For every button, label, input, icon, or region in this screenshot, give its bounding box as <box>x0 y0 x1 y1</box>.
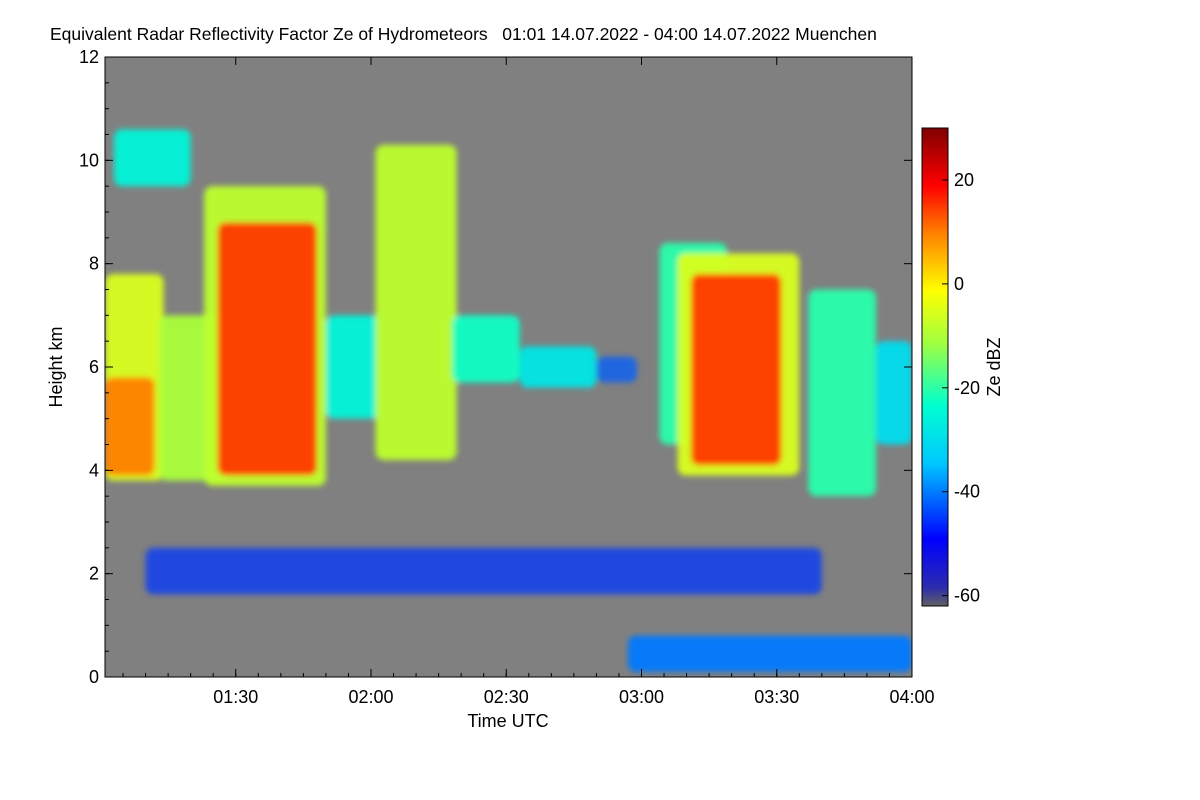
echo-region <box>452 315 520 383</box>
x-tick-label: 02:30 <box>484 687 529 707</box>
echo-region <box>627 635 912 672</box>
echo-region <box>114 129 191 187</box>
x-axis: 01:30 02:00 02:30 03:00 03:30 04:00 <box>122 57 935 707</box>
y-axis-label: Height km <box>46 326 66 407</box>
y-tick-label: 8 <box>89 254 99 274</box>
y-tick-label: 4 <box>89 460 99 480</box>
y-tick-label: 10 <box>79 150 99 170</box>
y-tick-label: 6 <box>89 357 99 377</box>
echo-region <box>145 547 822 595</box>
echo-region <box>691 274 782 466</box>
echo-region <box>875 341 912 445</box>
colorbar-gradient <box>921 127 949 607</box>
colorbar-ticks: 20 0 -20 -40 -60 <box>942 170 980 606</box>
colorbar-tick-label: 0 <box>954 274 964 294</box>
x-tick-label: 01:30 <box>213 687 258 707</box>
x-tick-label: 03:00 <box>619 687 664 707</box>
colorbar: 20 0 -20 -40 -60 Ze dBZ <box>921 127 1004 607</box>
x-tick-label: 02:00 <box>348 687 393 707</box>
echo-region <box>217 222 317 476</box>
colorbar-tick-label: -20 <box>954 378 980 398</box>
echo-region <box>375 144 457 461</box>
colorbar-tick-label: -40 <box>954 482 980 502</box>
y-tick-label: 0 <box>89 667 99 687</box>
echo-region <box>325 315 381 419</box>
colorbar-tick-label: 20 <box>954 170 974 190</box>
x-axis-label: Time UTC <box>467 711 548 731</box>
echo-layer <box>105 129 912 672</box>
colorbar-label: Ze dBZ <box>984 337 1004 396</box>
echo-region <box>808 289 876 497</box>
x-tick-label: 04:00 <box>889 687 934 707</box>
y-axis: 0 2 4 6 8 10 12 <box>79 47 912 687</box>
echo-region <box>596 356 637 383</box>
colorbar-tick-label: -60 <box>954 586 980 606</box>
echo-region <box>519 346 597 388</box>
x-tick-label: 03:30 <box>754 687 799 707</box>
chart-title: Equivalent Radar Reflectivity Factor Ze … <box>50 24 877 44</box>
echo-region <box>105 377 155 476</box>
y-tick-label: 2 <box>89 564 99 584</box>
y-tick-label: 12 <box>79 47 99 67</box>
